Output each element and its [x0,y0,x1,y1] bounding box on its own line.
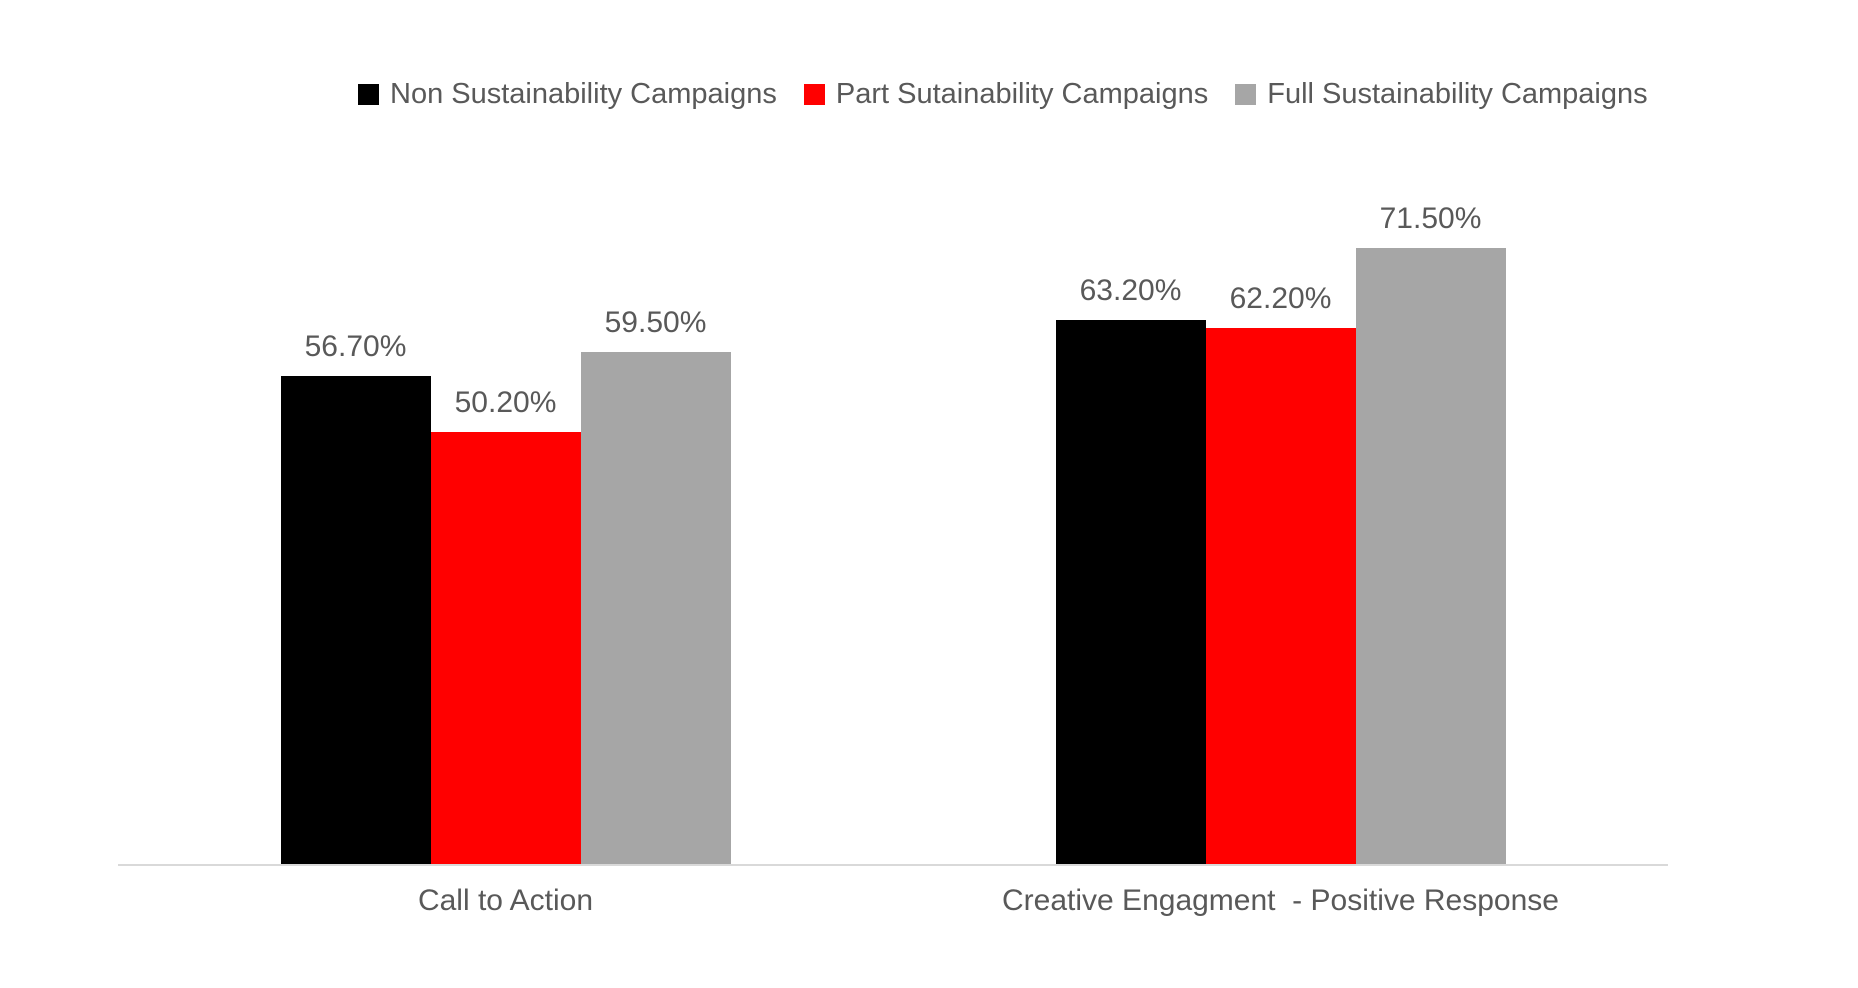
bar-value-label: 56.70% [304,330,407,363]
bar-column: 50.20% [430,386,581,864]
category-label: Creative Engagment - Positive Response [1002,884,1559,917]
x-axis-line [118,864,1668,866]
category-group: 63.20% 62.20% 71.50% [893,0,1668,864]
legend-label: Part Sutainability Campaigns [835,77,1209,110]
bar-column: 71.50% [1355,202,1506,864]
bar-column: 63.20% [1055,274,1206,864]
legend-item: Non Sustainability Campaigns [358,78,777,111]
legend-swatch-icon [1235,83,1257,105]
bar-value-label: 71.50% [1379,202,1482,235]
bar [1055,320,1206,864]
bar [1355,248,1506,864]
bar-column: 56.70% [280,330,431,864]
bar [580,352,731,864]
category-group: 56.70% 50.20% 59.50% [118,0,893,864]
bar-column: 62.20% [1205,282,1356,864]
bar-value-label: 63.20% [1079,274,1182,307]
legend-label: Full Sustainability Campaigns [1267,77,1648,110]
category-label: Call to Action [417,884,594,917]
bar-chart: 56.70% 50.20% 59.50% 63.20% 62.20% 71.50% [118,0,1668,864]
legend-swatch-icon [803,83,825,105]
bar [430,432,581,864]
bar-value-label: 59.50% [604,306,707,339]
bar-column: 59.50% [580,306,731,864]
legend-item: Part Sutainability Campaigns [803,77,1209,111]
bar [280,376,431,864]
bar-value-label: 62.20% [1229,282,1332,315]
bar [1205,328,1356,864]
legend-swatch-icon [358,83,379,105]
chart-legend: Non Sustainability Campaigns Part Sutaina… [358,76,1648,112]
bar-value-label: 50.20% [454,386,557,419]
legend-item: Full Sustainability Campaigns [1235,77,1648,111]
legend-label: Non Sustainability Campaigns [390,77,777,110]
category-axis-labels: Call to Action Creative Engagment - Posit… [118,884,1668,918]
